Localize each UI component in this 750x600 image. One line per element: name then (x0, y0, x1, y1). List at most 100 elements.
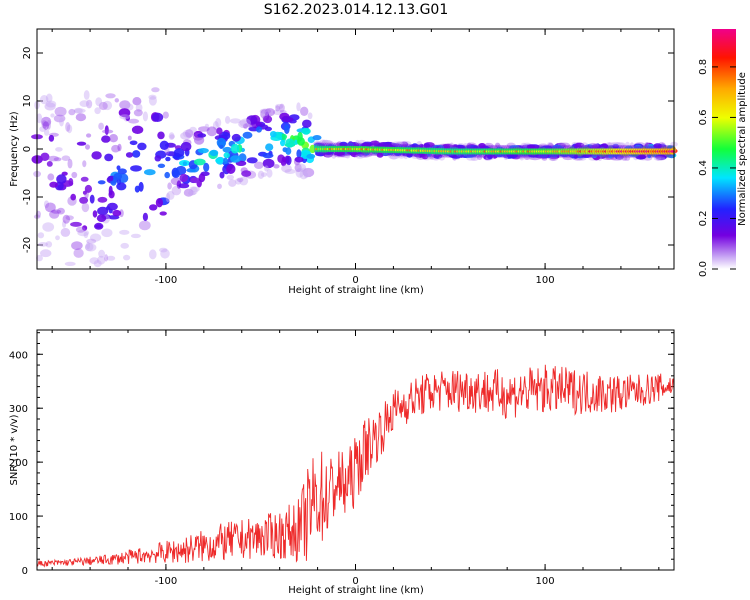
heatmap-cell (44, 129, 50, 136)
heatmap-cell (53, 157, 62, 162)
heatmap-cell (74, 108, 86, 114)
heatmap-cell (104, 125, 109, 135)
heatmap-cell (237, 177, 244, 183)
heatmap-cell (265, 143, 274, 151)
heatmap-cell (185, 129, 194, 138)
snr-frame (36, 329, 675, 571)
heatmap-cell (53, 114, 66, 123)
heatmap-cell (98, 122, 104, 130)
heatmap-cell (301, 167, 308, 173)
snr-x-label: Height of straight line (km) (288, 585, 424, 596)
y-tick-label: 0 (22, 566, 28, 577)
y-tick-label: 20 (22, 47, 33, 60)
heatmap-cell (260, 109, 269, 119)
heatmap-cell (225, 115, 231, 124)
heatmap-cell (71, 241, 83, 251)
heatmap-cell (264, 108, 276, 117)
heatmap-cell (216, 127, 223, 135)
heatmap-cell (165, 156, 171, 162)
heatmap-cell (157, 131, 165, 140)
heatmap-cell (307, 112, 313, 120)
heatmap-cell (62, 220, 67, 228)
heatmap-cell (231, 133, 241, 142)
heatmap-cell (223, 157, 228, 164)
spectrogram-marks (31, 87, 678, 268)
heatmap-cell (102, 100, 113, 111)
heatmap-cell (371, 140, 380, 146)
heatmap-cell (77, 229, 90, 237)
colorbar-tick-label: 0.6 (698, 109, 709, 125)
heatmap-cell (433, 153, 443, 159)
heatmap-cell (281, 164, 292, 173)
heatmap-cell (50, 113, 55, 118)
heatmap-cell (302, 152, 307, 157)
heatmap-cell (119, 114, 131, 120)
heatmap-cell (219, 171, 225, 179)
heatmap-cell (142, 111, 148, 122)
heatmap-cell (90, 233, 102, 242)
heatmap-cell (487, 154, 493, 160)
x-tick-label: 100 (536, 275, 555, 286)
heatmap-cell (130, 165, 142, 172)
heatmap-cell (272, 109, 283, 116)
heatmap-cell (275, 105, 280, 112)
colorbar-tick-label: 0.2 (698, 211, 709, 227)
heatmap-cell (39, 126, 47, 132)
heatmap-cell (275, 103, 284, 110)
heatmap-cell (84, 243, 94, 251)
heatmap-cell (164, 171, 170, 179)
heatmap-cell (168, 132, 175, 141)
heatmap-cell (98, 101, 108, 111)
heatmap-cell (264, 165, 269, 172)
heatmap-cell (159, 247, 168, 253)
heatmap-cell (67, 158, 73, 169)
heatmap-cell (38, 242, 49, 247)
heatmap-cell (70, 193, 76, 201)
colorbar: 0.0 0.2 0.4 0.6 0.8 Normalized spectral ampl… (698, 29, 748, 277)
heatmap-cell (653, 143, 663, 149)
heatmap-cell (655, 155, 662, 161)
heatmap-cell (96, 214, 107, 222)
heatmap-cell (135, 103, 143, 112)
heatmap-cell (391, 141, 404, 147)
heatmap-cell (234, 178, 242, 185)
heatmap-cell (47, 173, 55, 181)
heatmap-cell (148, 96, 157, 106)
heatmap-cell (134, 185, 140, 193)
heatmap-cell (178, 183, 190, 189)
snr-panel: -100 0 100 0 100 200 300 400 Height of straight… (9, 329, 675, 596)
heatmap-cell (84, 184, 92, 193)
heatmap-cell (413, 152, 425, 158)
heatmap-cell (55, 235, 60, 241)
heatmap-cell (97, 206, 109, 216)
heatmap-cell (42, 121, 50, 130)
heatmap-cell (149, 249, 157, 260)
heatmap-cell (85, 243, 97, 252)
heatmap-cell (294, 163, 302, 173)
heatmap-cell (294, 156, 304, 163)
heatmap-cell (324, 139, 329, 145)
heatmap-cell (295, 168, 304, 178)
colorbar-label: Normalized spectral amplitude (737, 72, 748, 226)
heatmap-cell (106, 255, 116, 261)
heatmap-cell (137, 142, 147, 151)
heatmap-cell (132, 150, 141, 158)
heatmap-cell (190, 186, 200, 192)
heatmap-cell (299, 169, 308, 180)
y-tick-label: 400 (9, 350, 28, 361)
heatmap-cell (477, 155, 483, 160)
heatmap-cell (238, 120, 250, 129)
heatmap-cell (166, 190, 175, 200)
x-tick-label: 100 (536, 576, 555, 587)
heatmap-cell (97, 180, 106, 185)
heatmap-cell (193, 158, 206, 166)
x-tick-label: 0 (352, 275, 358, 286)
heatmap-cell (40, 249, 52, 258)
heatmap-cell (89, 194, 95, 204)
heatmap-cell (421, 154, 429, 160)
heatmap-cell (339, 141, 348, 147)
heatmap-cell (92, 210, 98, 218)
heatmap-cell (189, 126, 197, 133)
heatmap-cell (97, 196, 108, 203)
